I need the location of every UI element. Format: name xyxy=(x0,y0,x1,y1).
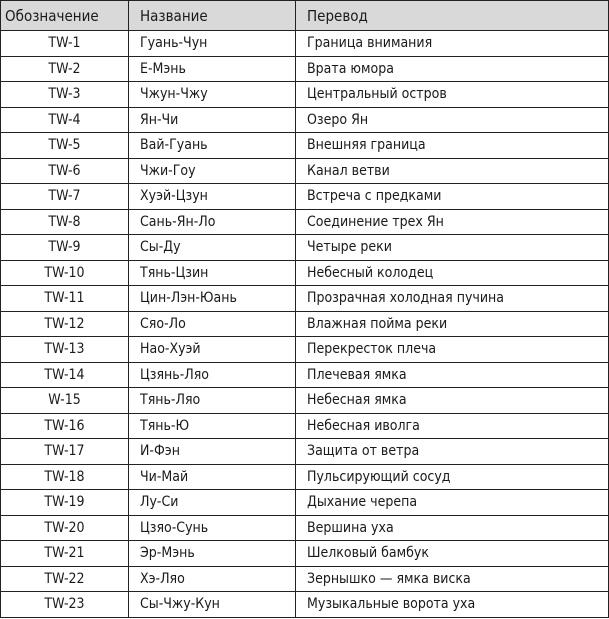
translation-cell: Граница внимания xyxy=(295,30,609,57)
designation-cell: TW-20 xyxy=(0,514,129,541)
name-cell: Лу-Си xyxy=(128,489,296,516)
designation-cell: TW-18 xyxy=(0,463,129,490)
header-translation: Перевод xyxy=(295,0,609,31)
translation-cell: Плечевая ямка xyxy=(295,361,609,388)
table-row: W-15 Тянь-Ляо Небесная ямка xyxy=(0,387,609,414)
designation-cell: TW-14 xyxy=(0,361,129,388)
table-row: TW-3 Чжун-Чжу Центральный остров xyxy=(0,81,609,108)
name-cell: Сы-Ду xyxy=(128,234,296,261)
name-cell: Цзянь-Ляо xyxy=(128,361,296,388)
translation-cell: Пульсирующий сосуд xyxy=(295,463,609,490)
name-cell: Сань-Ян-Ло xyxy=(128,208,296,235)
name-cell: Чи-Май xyxy=(128,463,296,490)
header-row: Обозначение Название Перевод xyxy=(0,0,609,31)
table-row: TW-17 И-Фэн Защита от ветра xyxy=(0,438,609,465)
translation-cell: Перекресток плеча xyxy=(295,336,609,363)
header-designation: Обозначение xyxy=(0,0,129,31)
translation-cell: Канал ветви xyxy=(295,157,609,184)
name-cell: Тянь-Ляо xyxy=(128,387,296,414)
name-cell: Сяо-Ло xyxy=(128,310,296,337)
table-row: TW-1 Гуань-Чун Граница внимания xyxy=(0,30,609,57)
table-row: TW-7 Хуэй-Цзун Встреча с предками xyxy=(0,183,609,210)
designation-cell: W-15 xyxy=(0,387,129,414)
table-row: TW-8 Сань-Ян-Ло Соединение трех Ян xyxy=(0,208,609,235)
table-row: TW-12 Сяо-Ло Влажная пойма реки xyxy=(0,310,609,337)
translation-cell: Соединение трех Ян xyxy=(295,208,609,235)
name-cell: Цин-Лэн-Юань xyxy=(128,285,296,312)
translation-cell: Дыхание черепа xyxy=(295,489,609,516)
translation-cell: Небесный колодец xyxy=(295,259,609,286)
table-row: TW-14 Цзянь-Ляо Плечевая ямка xyxy=(0,361,609,388)
name-cell: Хуэй-Цзун xyxy=(128,183,296,210)
designation-cell: TW-4 xyxy=(0,106,129,133)
designation-cell: TW-17 xyxy=(0,438,129,465)
name-cell: Гуань-Чун xyxy=(128,30,296,57)
designation-cell: TW-22 xyxy=(0,565,129,592)
translation-cell: Четыре реки xyxy=(295,234,609,261)
table-row: TW-5 Вай-Гуань Внешняя граница xyxy=(0,132,609,159)
designation-cell: TW-8 xyxy=(0,208,129,235)
translation-cell: Небесная иволга xyxy=(295,412,609,439)
translation-cell: Защита от ветра xyxy=(295,438,609,465)
designation-cell: TW-1 xyxy=(0,30,129,57)
table-row: TW-23 Сы-Чжу-Кун Музыкальные ворота уха xyxy=(0,591,609,618)
designation-cell: TW-9 xyxy=(0,234,129,261)
translation-cell: Вершина уха xyxy=(295,514,609,541)
name-cell: Ян-Чи xyxy=(128,106,296,133)
designation-cell: TW-2 xyxy=(0,55,129,82)
translation-cell: Прозрачная холодная пучина xyxy=(295,285,609,312)
table-row: TW-19 Лу-Си Дыхание черепа xyxy=(0,489,609,516)
translation-cell: Зернышко — ямка виска xyxy=(295,565,609,592)
table-row: TW-10 Тянь-Цзин Небесный колодец xyxy=(0,259,609,286)
table-row: TW-6 Чжи-Гоу Канал ветви xyxy=(0,157,609,184)
table-row: TW-13 Нао-Хуэй Перекресток плеча xyxy=(0,336,609,363)
table-row: TW-11 Цин-Лэн-Юань Прозрачная холодная пуч… xyxy=(0,285,609,312)
designation-cell: TW-3 xyxy=(0,81,129,108)
designation-cell: TW-13 xyxy=(0,336,129,363)
name-cell: Чжун-Чжу xyxy=(128,81,296,108)
name-cell: Сы-Чжу-Кун xyxy=(128,591,296,618)
designation-cell: TW-5 xyxy=(0,132,129,159)
translation-cell: Внешняя граница xyxy=(295,132,609,159)
name-cell: Хэ-Ляо xyxy=(128,565,296,592)
header-name: Название xyxy=(128,0,296,31)
designation-cell: TW-6 xyxy=(0,157,129,184)
designation-cell: TW-16 xyxy=(0,412,129,439)
name-cell: Цзяо-Сунь xyxy=(128,514,296,541)
translation-cell: Центральный остров xyxy=(295,81,609,108)
translation-cell: Небесная ямка xyxy=(295,387,609,414)
translation-cell: Врата юмора xyxy=(295,55,609,82)
name-cell: Нао-Хуэй xyxy=(128,336,296,363)
table-row: TW-2 Е-Мэнь Врата юмора xyxy=(0,55,609,82)
table-row: TW-22 Хэ-Ляо Зернышко — ямка виска xyxy=(0,565,609,592)
designation-cell: TW-11 xyxy=(0,285,129,312)
name-cell: Чжи-Гоу xyxy=(128,157,296,184)
designation-cell: TW-12 xyxy=(0,310,129,337)
designation-cell: TW-21 xyxy=(0,540,129,567)
translation-cell: Встреча с предками xyxy=(295,183,609,210)
table-row: TW-16 Тянь-Ю Небесная иволга xyxy=(0,412,609,439)
designation-cell: TW-7 xyxy=(0,183,129,210)
table-row: TW-18 Чи-Май Пульсирующий сосуд xyxy=(0,463,609,490)
table-row: TW-21 Эр-Мэнь Шелковый бамбук xyxy=(0,540,609,567)
table-row: TW-20 Цзяо-Сунь Вершина уха xyxy=(0,514,609,541)
translation-cell: Влажная пойма реки xyxy=(295,310,609,337)
translation-cell: Музыкальные ворота уха xyxy=(295,591,609,618)
table-row: TW-4 Ян-Чи Озеро Ян xyxy=(0,106,609,133)
name-cell: Тянь-Цзин xyxy=(128,259,296,286)
name-cell: Е-Мэнь xyxy=(128,55,296,82)
designation-cell: TW-23 xyxy=(0,591,129,618)
table-row: TW-9 Сы-Ду Четыре реки xyxy=(0,234,609,261)
designation-cell: TW-19 xyxy=(0,489,129,516)
designation-cell: TW-10 xyxy=(0,259,129,286)
translation-cell: Шелковый бамбук xyxy=(295,540,609,567)
name-cell: Тянь-Ю xyxy=(128,412,296,439)
name-cell: Эр-Мэнь xyxy=(128,540,296,567)
name-cell: И-Фэн xyxy=(128,438,296,465)
name-cell: Вай-Гуань xyxy=(128,132,296,159)
translation-cell: Озеро Ян xyxy=(295,106,609,133)
